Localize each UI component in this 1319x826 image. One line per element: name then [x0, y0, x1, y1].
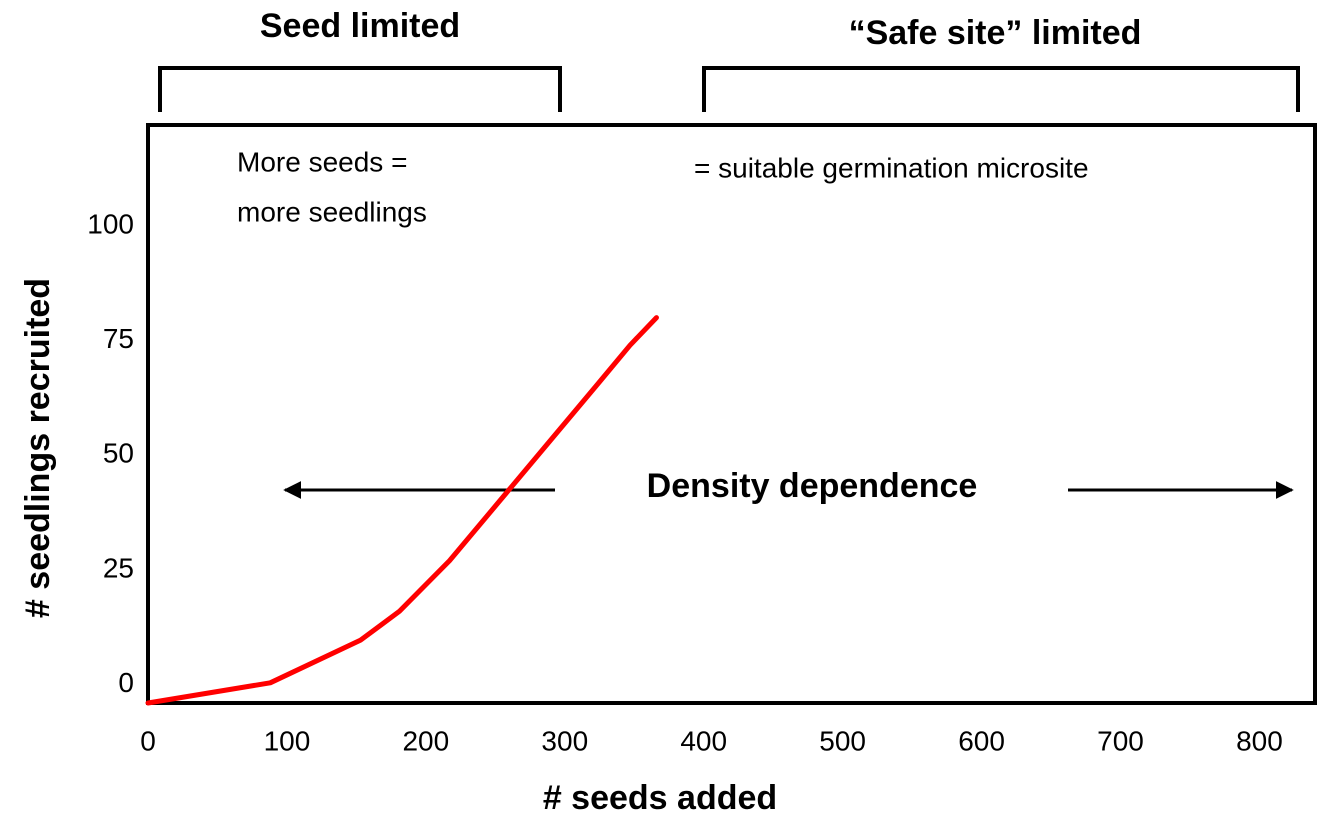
x-tick-label: 500	[819, 725, 866, 756]
annotation: more seedlings	[237, 196, 427, 227]
bracket-label: “Safe site” limited	[849, 14, 1142, 52]
y-tick-label: 100	[87, 208, 134, 239]
x-axis-label: # seeds added	[543, 779, 777, 817]
x-tick-label: 800	[1236, 725, 1283, 756]
x-tick-label: 300	[541, 725, 588, 756]
y-tick-label: 0	[118, 667, 134, 698]
x-tick-label: 200	[402, 725, 449, 756]
y-tick-label: 50	[103, 438, 134, 469]
plot-frame	[146, 123, 1317, 705]
annotation: More seeds =	[237, 146, 407, 177]
bracket-label: Seed limited	[260, 7, 460, 45]
x-tick-label: 100	[264, 725, 311, 756]
y-tick-label: 25	[103, 552, 134, 583]
annotation: Density dependence	[647, 467, 978, 505]
annotation: = suitable germination microsite	[694, 152, 1089, 183]
line	[145, 315, 659, 706]
x-tick-label: 700	[1097, 725, 1144, 756]
y-tick-label: 75	[103, 323, 134, 354]
y-axis-label: # seedlings recruited	[19, 278, 57, 618]
x-tick-label: 0	[140, 725, 156, 756]
bracket	[702, 66, 1300, 112]
x-tick-label: 400	[680, 725, 727, 756]
bracket	[158, 66, 562, 112]
x-tick-label: 600	[958, 725, 1005, 756]
